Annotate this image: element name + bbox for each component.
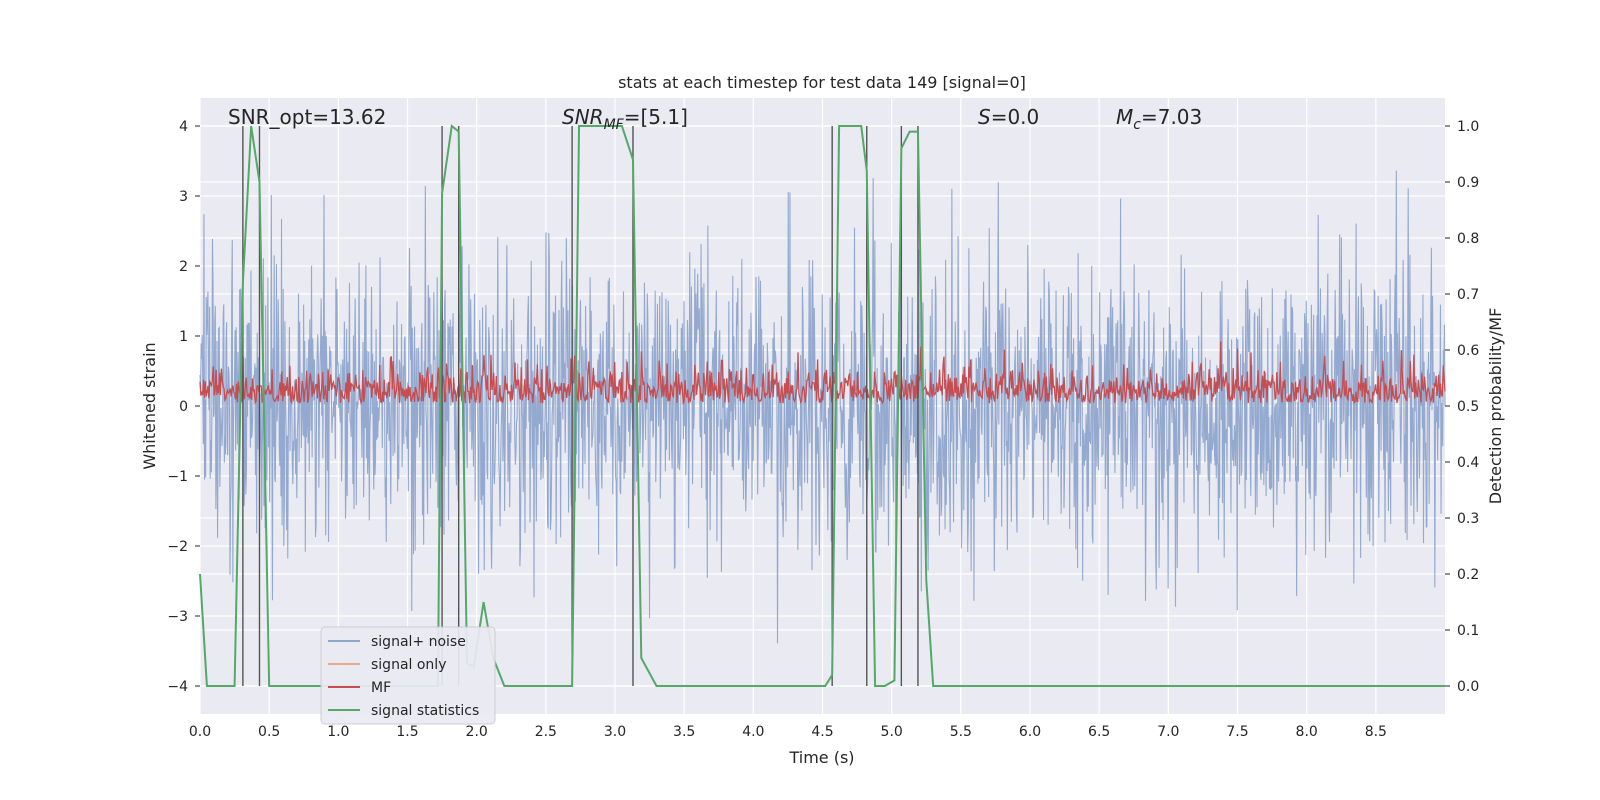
y-left-tick-label: 4 [179,119,188,135]
y-right-tick-label: 0.7 [1457,287,1479,303]
annotation-s: S=0.0 [978,105,1039,129]
annotation-mc-main: M [1116,105,1133,129]
legend-label-signal-noise: signal+ noise [371,634,466,650]
x-tick-label: 7.5 [1226,724,1248,740]
y-left-axis-label: Whitened strain [140,342,159,469]
y-right-tick-label: 0.5 [1457,399,1479,415]
signal-statistics-line [199,124,1445,687]
x-tick-label: 5.5 [950,724,972,740]
y-right-tick-label: 0.3 [1457,511,1479,527]
legend-label-signal-statistics: signal statistics [371,703,479,719]
y-left-tick-label: −2 [167,539,188,555]
x-tick-label: 2.5 [535,724,557,740]
y-left-axis-ticks: −4 −3 −2 −1 0 1 2 3 4 [167,119,200,695]
legend-label-mf: MF [371,680,391,696]
x-tick-label: 0.5 [258,724,280,740]
x-axis-ticks: 0.0 0.5 1.0 1.5 2.0 2.5 3.0 3.5 4.0 4.5 5.0 5.5 6.0 6… [189,724,1387,740]
y-left-tick-label: 2 [179,259,188,275]
y-right-tick-label: 0.0 [1457,679,1479,695]
x-tick-label: 8.0 [1296,724,1318,740]
x-tick-label: 6.0 [1019,724,1041,740]
y-right-tick-label: 0.6 [1457,343,1479,359]
annotation-s-main: S [978,105,991,129]
y-left-tick-label: 3 [179,189,188,205]
annotation-snr-opt: SNR_opt=13.62 [228,105,386,129]
x-tick-label: 7.0 [1157,724,1179,740]
x-axis-label: Time (s) [788,748,854,767]
chart-title: stats at each timestep for test data 149… [618,73,1026,92]
y-right-tick-label: 1.0 [1457,119,1479,135]
x-tick-label: 4.0 [742,724,764,740]
legend-box [320,626,496,725]
y-left-tick-label: 1 [179,329,188,345]
annotation-mc-sub: c [1133,117,1141,133]
y-right-tick-label: 0.9 [1457,175,1479,191]
annotation-mc-value: =7.03 [1141,105,1202,129]
x-tick-label: 0.0 [189,724,211,740]
x-tick-label: 1.0 [327,724,349,740]
x-tick-label: 2.0 [466,724,488,740]
y-left-tick-label: −4 [167,679,188,695]
x-tick-label: 4.5 [811,724,833,740]
annotation-snr-mf-value: =[5.1] [624,105,688,129]
y-left-tick-label: 0 [179,399,188,415]
y-left-tick-label: −3 [167,609,188,625]
signal-plus-noise-line [199,170,1446,644]
y-right-axis-ticks: 0.0 0.1 0.2 0.3 0.4 0.5 0.6 0.7 0.8 0.9 1.0 [1445,119,1479,695]
mf-line [199,341,1446,406]
annotation-snr-mf: SNRMF=[5.1] [562,105,688,133]
y-right-tick-label: 0.4 [1457,455,1479,471]
x-tick-label: 3.5 [673,724,695,740]
signal-statistics-series [199,124,1445,687]
annotation-snr-mf-sub: MF [604,117,625,133]
x-tick-label: 1.5 [396,724,418,740]
y-right-tick-label: 0.8 [1457,231,1479,247]
x-tick-label: 8.5 [1365,724,1387,740]
x-tick-label: 5.0 [881,724,903,740]
y-left-tick-label: −1 [167,469,188,485]
signal-plus-noise-series [199,170,1446,644]
legend-label-signal-only: signal only [371,657,446,673]
annotation-s-value: =0.0 [991,105,1040,129]
y-right-tick-label: 0.1 [1457,623,1479,639]
x-tick-label: 6.5 [1088,724,1110,740]
x-tick-label: 3.0 [604,724,626,740]
y-right-tick-label: 0.2 [1457,567,1479,583]
annotation-mc: Mc=7.03 [1116,105,1202,133]
legend: signal+ noise signal only MF signal stat… [320,626,496,725]
mf-series [199,341,1446,406]
annotation-snr-mf-main: SNR [562,105,604,129]
y-right-axis-label: Detection probability/MF [1486,308,1505,505]
